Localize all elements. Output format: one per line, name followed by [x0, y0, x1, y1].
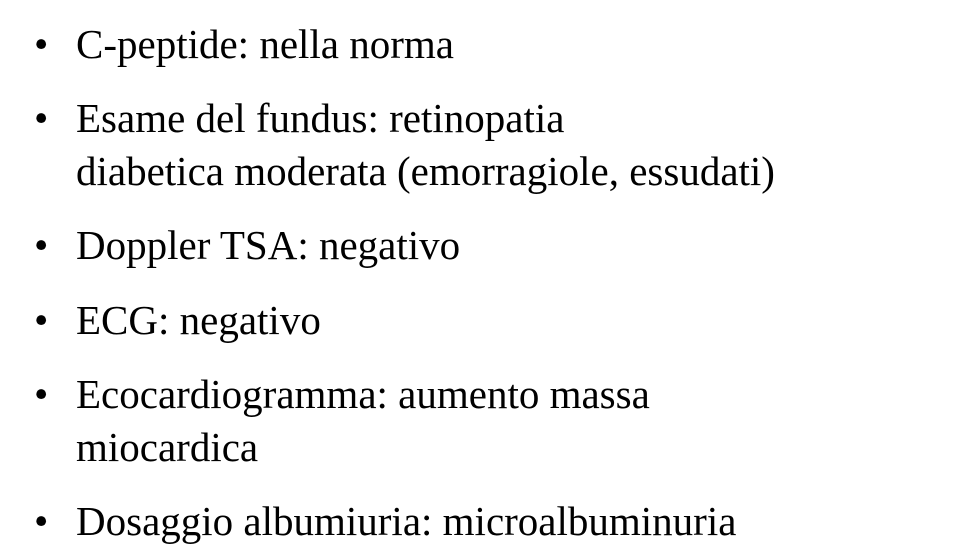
- bullet-list: C-peptide: nella norma Esame del fundus:…: [28, 18, 932, 548]
- list-item: Doppler TSA: negativo: [28, 219, 932, 271]
- list-item-text-line2: diabetica moderata (emorragiole, essudat…: [76, 145, 932, 197]
- list-item-text: Dosaggio albumiuria: microalbuminuria: [76, 498, 736, 544]
- list-item: Dosaggio albumiuria: microalbuminuria: [28, 495, 932, 547]
- list-item-text-line2: miocardica: [76, 421, 932, 473]
- list-item: Ecocardiogramma: aumento massa miocardic…: [28, 368, 932, 473]
- list-item-text: Doppler TSA: negativo: [76, 222, 460, 268]
- list-item-text: C-peptide: nella norma: [76, 21, 454, 67]
- list-item-text: Ecocardiogramma: aumento massa: [76, 371, 650, 417]
- list-item: ECG: negativo: [28, 294, 932, 346]
- list-item-text: Esame del fundus: retinopatia: [76, 95, 564, 141]
- list-item-text: ECG: negativo: [76, 297, 321, 343]
- list-item: Esame del fundus: retinopatia diabetica …: [28, 92, 932, 197]
- list-item: C-peptide: nella norma: [28, 18, 932, 70]
- slide: C-peptide: nella norma Esame del fundus:…: [0, 0, 960, 551]
